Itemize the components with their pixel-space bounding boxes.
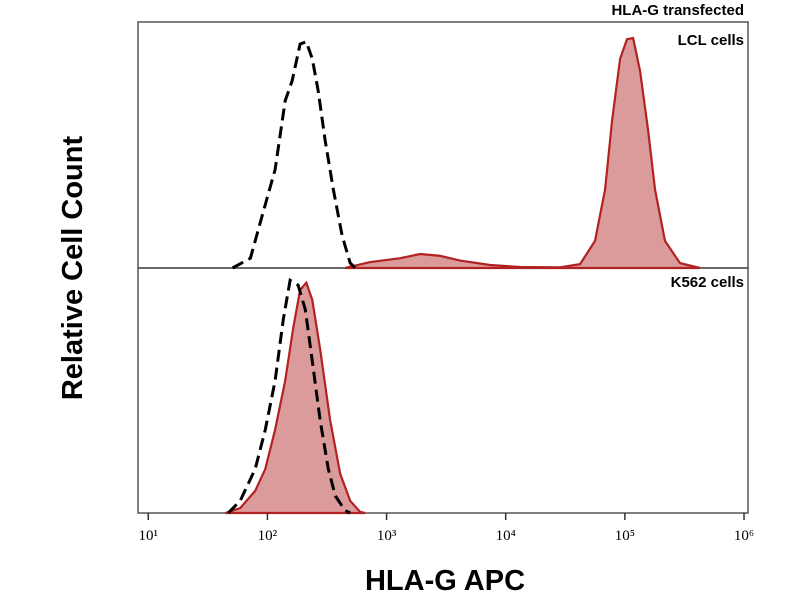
histogram-dashed xyxy=(231,39,357,270)
x-tick-label: 10² xyxy=(258,528,278,544)
histogram-fill xyxy=(344,36,701,270)
y-axis-label: Relative Cell Count xyxy=(57,136,89,401)
x-axis-label: HLA-G APC xyxy=(365,565,525,597)
x-tick-label: 10³ xyxy=(377,528,397,544)
x-tick-label: 10¹ xyxy=(139,528,159,544)
histogram-dashed xyxy=(227,277,351,515)
x-tick-label: 10⁴ xyxy=(496,528,516,544)
bottom-panel-frame xyxy=(137,267,749,514)
histogram-fill xyxy=(224,280,366,515)
x-tick-label: 10⁵ xyxy=(615,528,635,544)
x-tick-label: 10⁶ xyxy=(734,528,754,544)
panel-annotation: LCL cells xyxy=(678,32,744,49)
panel-annotation: HLA-G transfected xyxy=(611,2,744,19)
panel-annotation: K562 cells xyxy=(671,274,744,291)
